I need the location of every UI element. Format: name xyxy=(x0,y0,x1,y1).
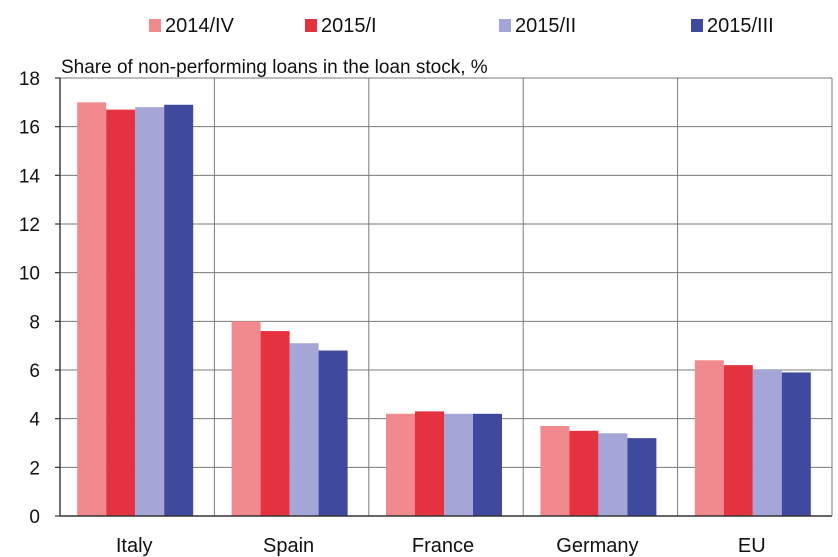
legend-swatch xyxy=(499,19,511,32)
bar-spain-2015-ii xyxy=(289,343,319,516)
y-tick-label: 2 xyxy=(29,458,40,479)
legend-item: 2014/IV xyxy=(149,15,235,37)
legend-item: 2015/I xyxy=(305,15,377,37)
y-tick-labels: 0 2 4 6 8 10 12 14 16 18 xyxy=(19,69,41,528)
y-tick-label: 18 xyxy=(19,69,40,90)
bar-germany-2015-iii xyxy=(627,438,657,516)
bar-spain-2015-iii xyxy=(318,350,348,516)
legend-label: 2015/I xyxy=(321,15,377,37)
bar-germany-2015-ii xyxy=(598,433,628,516)
bar-italy-2015-ii xyxy=(135,107,165,516)
y-tick-label: 10 xyxy=(19,264,40,285)
chart-subtitle: Share of non-performing loans in the loa… xyxy=(61,57,488,78)
bar-italy-2015-i xyxy=(106,109,136,516)
y-tick-label: 12 xyxy=(19,215,40,236)
bars xyxy=(77,102,811,517)
axes xyxy=(55,77,833,517)
y-tick-label: 6 xyxy=(29,361,40,382)
bar-italy-2015-iii xyxy=(164,104,194,517)
bar-eu-2015-i xyxy=(723,365,753,516)
x-category-label: France xyxy=(412,535,474,557)
y-tick-label: 4 xyxy=(29,410,40,431)
legend-item: 2015/II xyxy=(499,15,576,37)
legend-label: 2015/II xyxy=(515,15,576,37)
x-category-label: Italy xyxy=(116,535,153,557)
legend-swatch xyxy=(691,19,703,32)
legend-swatch xyxy=(149,19,161,32)
x-category-label: Spain xyxy=(263,535,314,557)
legend-swatch xyxy=(305,19,317,32)
legend: 2014/IV 2015/I 2015/II 2015/III xyxy=(149,15,774,37)
legend-label: 2015/III xyxy=(707,15,774,37)
bar-eu-2015-iii xyxy=(781,372,811,516)
bar-france-2014-iv xyxy=(386,413,415,516)
y-tick-label: 14 xyxy=(19,166,41,187)
legend-item: 2015/III xyxy=(691,15,774,37)
bar-france-2015-ii xyxy=(444,413,473,516)
y-tick-label: 16 xyxy=(19,118,40,139)
bar-germany-2015-i xyxy=(569,430,599,516)
bar-eu-2015-ii xyxy=(752,370,782,516)
bar-spain-2014-iv xyxy=(231,321,261,516)
x-category-labels: Italy Spain France Germany EU xyxy=(116,535,766,557)
bar-france-2015-i xyxy=(415,411,444,516)
y-tick-label: 0 xyxy=(29,507,40,528)
legend-label: 2014/IV xyxy=(165,15,235,37)
bar-eu-2014-iv xyxy=(694,360,724,516)
bar-spain-2015-i xyxy=(260,331,290,516)
x-category-label: EU xyxy=(738,535,766,557)
bar-italy-2014-iv xyxy=(77,102,107,516)
y-tick-label: 8 xyxy=(29,312,40,333)
bar-germany-2014-iv xyxy=(540,425,570,516)
bar-france-2015-iii xyxy=(473,413,502,516)
x-category-label: Germany xyxy=(556,535,638,557)
